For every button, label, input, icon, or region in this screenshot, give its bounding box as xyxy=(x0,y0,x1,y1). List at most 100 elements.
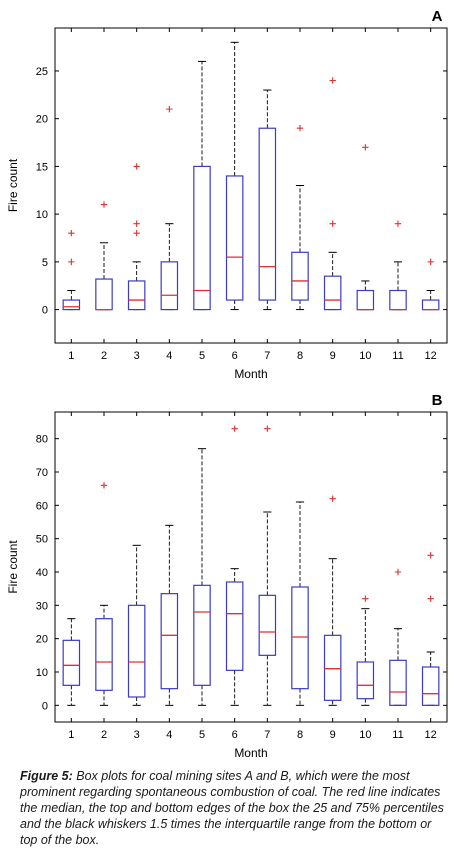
chart-1-box-month-11 xyxy=(389,568,407,706)
chart-0-y-tick-label: 5 xyxy=(42,257,48,269)
chart-1-x-tick-label: 3 xyxy=(134,729,140,741)
outlier-point xyxy=(100,201,108,208)
chart-0-y-tick-label: 0 xyxy=(42,305,48,317)
chart-1-x-tick-label: 1 xyxy=(68,729,74,741)
chart-0-panel-letter: A xyxy=(432,8,443,25)
outlier-point xyxy=(133,230,140,237)
chart-1-y-tick-label: 80 xyxy=(36,434,48,446)
outlier-point xyxy=(427,258,434,266)
iqr-box xyxy=(323,634,342,701)
chart-0-y-tick-label: 25 xyxy=(36,66,48,78)
chart-1-box-month-4 xyxy=(160,524,179,706)
chart-0-box-month-2 xyxy=(95,201,113,311)
outlier-point xyxy=(362,144,369,151)
iqr-box xyxy=(389,289,407,311)
chart-0-box-month-9 xyxy=(323,77,342,311)
chart-1-x-tick-label: 11 xyxy=(392,729,403,741)
outlier-point xyxy=(427,552,434,559)
outlier-point xyxy=(133,220,140,227)
outlier-point xyxy=(100,482,108,489)
outlier-point xyxy=(329,495,336,502)
chart-1-x-tick-label: 10 xyxy=(359,729,371,741)
caption-text: Box plots for coal mining sites A and B,… xyxy=(20,769,444,847)
iqr-box xyxy=(95,618,113,691)
chart-0-box-month-8 xyxy=(291,125,309,311)
chart-1-y-tick-label: 40 xyxy=(36,567,48,579)
chart-1-y-tick-label: 60 xyxy=(36,500,48,512)
chart-1-box-month-5 xyxy=(193,448,211,706)
outlier-point xyxy=(329,220,336,227)
chart-1-x-tick-label: 5 xyxy=(199,729,205,741)
chart-1-box-month-7 xyxy=(258,425,277,706)
chart-0-x-tick-label: 3 xyxy=(134,350,140,362)
chart-1-x-axis-label: Month xyxy=(234,746,267,760)
chart-0-x-tick-label: 1 xyxy=(68,350,74,362)
chart-0-x-axis-label: Month xyxy=(234,367,267,381)
chart-0-box-month-4 xyxy=(160,105,179,311)
iqr-box xyxy=(421,299,440,311)
iqr-box xyxy=(225,581,244,671)
iqr-box xyxy=(95,278,113,311)
chart-1-box-month-9 xyxy=(323,495,342,706)
iqr-box xyxy=(160,261,179,311)
chart-0-x-tick-label: 7 xyxy=(264,350,270,362)
iqr-box xyxy=(62,639,81,686)
chart-1-x-tick-label: 6 xyxy=(232,729,238,741)
outlier-point xyxy=(68,258,75,266)
iqr-box xyxy=(193,584,211,686)
chart-1-y-tick-label: 20 xyxy=(36,634,48,646)
chart-1-box-month-8 xyxy=(291,501,309,706)
chart-0-x-tick-label: 5 xyxy=(199,350,205,362)
chart-1-y-tick-label: 50 xyxy=(36,534,48,546)
chart-1-plot-frame xyxy=(54,411,448,723)
outlier-point xyxy=(133,163,140,170)
iqr-box xyxy=(193,165,211,311)
figure-caption: Figure 5: Box plots for coal mining site… xyxy=(20,768,450,848)
iqr-box xyxy=(258,127,277,301)
chart-0-y-axis-label: Fire count xyxy=(6,158,20,212)
chart-0-box-month-7 xyxy=(258,89,277,311)
chart-1-x-tick-label: 2 xyxy=(101,729,107,741)
chart-0-plot-frame xyxy=(54,27,448,344)
chart-1-box-month-10 xyxy=(356,595,375,706)
chart-1-y-tick-label: 0 xyxy=(42,700,48,712)
chart-1-box-month-3 xyxy=(127,544,146,706)
iqr-box xyxy=(127,604,146,698)
outlier-point xyxy=(394,220,402,227)
caption-label: Figure 5: xyxy=(20,769,73,783)
iqr-box xyxy=(389,659,407,706)
chart-0-x-tick-label: 6 xyxy=(232,350,238,362)
chart-1-box-month-12 xyxy=(421,552,440,706)
chart-1-box-month-2 xyxy=(95,482,113,706)
chart-0-x-tick-label: 11 xyxy=(392,350,403,362)
chart-0-x-tick-label: 10 xyxy=(359,350,371,362)
chart-1-x-tick-label: 8 xyxy=(297,729,303,741)
chart-0-box-month-12 xyxy=(421,258,440,311)
chart-0-y-tick-label: 15 xyxy=(36,161,48,173)
chart-1-panel-letter: B xyxy=(432,392,443,409)
chart-0-y-tick-label: 10 xyxy=(36,209,48,221)
outlier-point xyxy=(68,230,75,237)
chart-1-x-tick-label: 9 xyxy=(330,729,336,741)
outlier-point xyxy=(362,595,369,602)
outlier-point xyxy=(329,77,336,84)
iqr-box xyxy=(160,593,179,690)
chart-0-x-tick-label: 12 xyxy=(425,350,437,362)
chart-1-box-month-1 xyxy=(62,618,81,706)
outlier-point xyxy=(394,568,402,576)
chart-0-box-month-6 xyxy=(225,41,244,311)
chart-0-box-month-11 xyxy=(389,220,407,311)
iqr-box xyxy=(258,594,277,656)
outlier-point xyxy=(264,425,271,432)
chart-1-box-month-6 xyxy=(225,425,244,706)
chart-1-y-tick-label: 70 xyxy=(36,467,48,479)
iqr-box xyxy=(356,661,375,700)
chart-0-x-tick-label: 2 xyxy=(101,350,107,362)
chart-0-y-tick-label: 20 xyxy=(36,114,48,126)
chart-0-x-tick-label: 9 xyxy=(330,350,336,362)
chart-1-x-tick-label: 4 xyxy=(166,729,172,741)
chart-0-box-month-3 xyxy=(127,163,146,311)
iqr-box xyxy=(62,299,81,311)
